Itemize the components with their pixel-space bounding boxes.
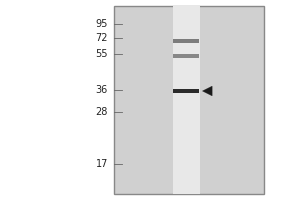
Bar — [173, 89, 199, 93]
Bar — [173, 39, 199, 43]
Bar — [114, 6, 264, 194]
Bar — [173, 54, 199, 58]
Text: 95: 95 — [96, 19, 108, 29]
Bar — [172, 6, 200, 194]
Text: 72: 72 — [95, 33, 108, 43]
Text: 28: 28 — [96, 107, 108, 117]
Text: 55: 55 — [95, 49, 108, 59]
Polygon shape — [202, 86, 212, 96]
Text: 17: 17 — [96, 159, 108, 169]
Text: 36: 36 — [96, 85, 108, 95]
